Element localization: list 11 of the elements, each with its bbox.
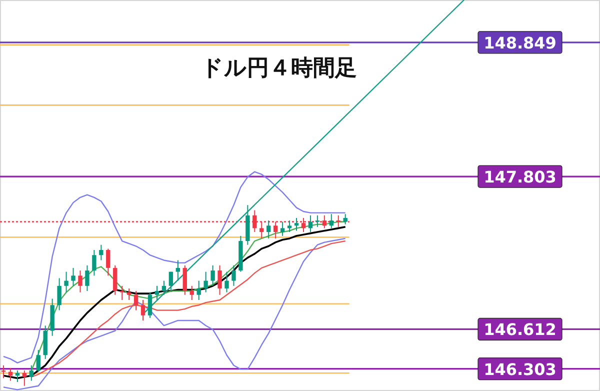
y-tick-label: 146.303 — [484, 360, 556, 379]
y-tick-label: 146.612 — [484, 320, 556, 340]
y-tick-label: 147.803 — [478, 165, 562, 188]
line-series — [30, 240, 346, 378]
y-tick-label: 147.803 — [484, 168, 556, 187]
y-tick-label: 148.849 — [484, 33, 556, 52]
text: ドル円４時間足 — [201, 56, 357, 81]
y-tick-label: 146.303 — [478, 358, 562, 380]
y-tick-label: 148.849 — [478, 31, 562, 54]
line-series — [2, 171, 346, 364]
y-tick-label: 146.612 — [478, 318, 562, 340]
